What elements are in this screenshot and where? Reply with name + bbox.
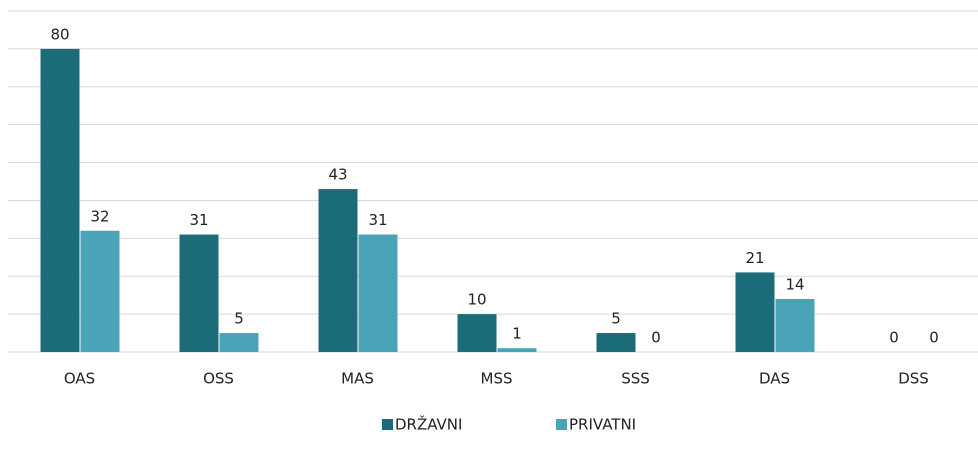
data-label: 10 <box>467 291 486 309</box>
bar <box>358 234 398 352</box>
bar <box>735 272 775 352</box>
x-tick-label: DAS <box>759 370 790 388</box>
data-label: 0 <box>889 329 899 347</box>
x-tick-label: OAS <box>64 370 95 388</box>
bar <box>596 333 636 352</box>
bar <box>80 230 120 352</box>
legend-label: DRŽAVNI <box>395 415 462 434</box>
bar <box>219 333 259 352</box>
data-label: 80 <box>50 25 69 43</box>
bar <box>318 189 358 352</box>
x-tick-label: DSS <box>898 370 929 388</box>
data-label: 31 <box>189 211 208 229</box>
x-tick-label: MSS <box>481 370 513 388</box>
legend-swatch <box>382 419 393 430</box>
legend-swatch <box>556 419 567 430</box>
x-tick-label: OSS <box>203 370 234 388</box>
x-tick-label: MAS <box>341 370 374 388</box>
x-tick-label: SSS <box>621 370 650 388</box>
bar <box>179 234 219 352</box>
bar <box>457 314 497 352</box>
bar <box>497 348 537 352</box>
data-label: 0 <box>651 329 661 347</box>
data-label: 43 <box>328 166 347 184</box>
data-label: 21 <box>745 249 764 267</box>
data-label: 14 <box>785 275 804 293</box>
data-label: 5 <box>611 310 621 328</box>
legend-label: PRIVATNI <box>569 416 636 434</box>
data-label: 0 <box>929 329 939 347</box>
bar <box>775 298 815 352</box>
bar <box>40 48 80 353</box>
data-label: 5 <box>234 310 244 328</box>
data-label: 32 <box>90 207 109 225</box>
data-label: 1 <box>512 325 522 343</box>
data-label: 31 <box>368 211 387 229</box>
